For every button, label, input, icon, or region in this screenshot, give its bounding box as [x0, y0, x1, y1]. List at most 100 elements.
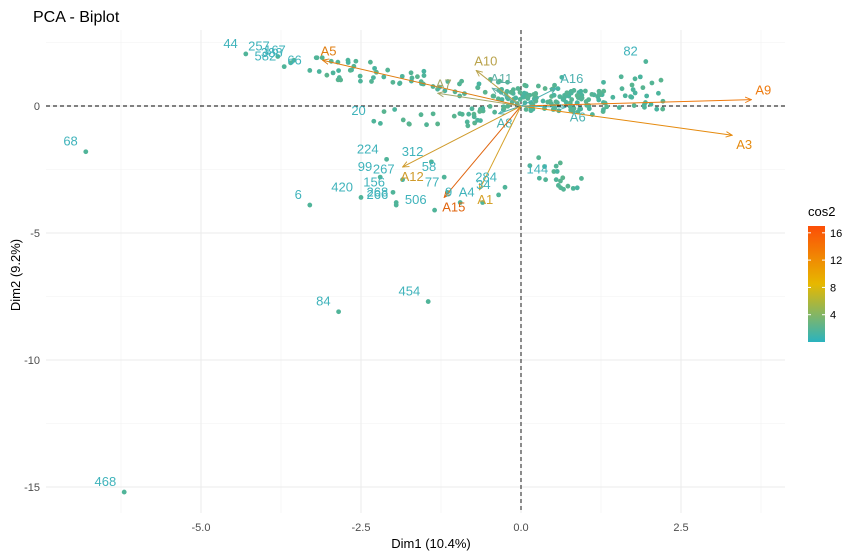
observation-point [430, 111, 436, 117]
observation-point [330, 70, 336, 76]
point-label-224: 224 [357, 141, 379, 156]
observation-point [495, 79, 501, 85]
observation-point [535, 83, 541, 89]
observation-point-267 [400, 177, 405, 183]
observation-point [464, 119, 470, 125]
observation-point [435, 121, 441, 127]
observation-point [658, 77, 664, 83]
observation-point [536, 155, 542, 161]
observation-point [601, 79, 606, 85]
observation-point [557, 94, 563, 100]
observation-point [397, 80, 403, 86]
observation-point-144 [553, 177, 559, 183]
point-label-58: 58 [422, 159, 436, 174]
observation-point-266 [393, 202, 399, 208]
observation-point [533, 91, 539, 97]
vector-A9 [520, 100, 751, 107]
point-label-44: 44 [223, 36, 237, 51]
observation-point [610, 94, 616, 100]
observation-point-468 [121, 489, 127, 495]
vector-label-A10: A10 [474, 53, 497, 68]
observation-point [577, 106, 583, 112]
legend-tick-label: 12 [830, 255, 842, 267]
observation-point [629, 82, 635, 88]
observation-point-34 [496, 192, 501, 198]
observation-point [421, 68, 427, 74]
observation-point [357, 73, 363, 79]
observation-point [475, 85, 481, 91]
observation-point-82 [643, 59, 649, 64]
observation-point [482, 89, 488, 95]
point-label-68: 68 [63, 134, 77, 149]
observation-point-506 [432, 207, 437, 213]
vector-A7 [438, 93, 522, 107]
point-label-84: 84 [316, 294, 330, 309]
observation-point-582 [281, 64, 287, 70]
observation-point [381, 109, 387, 115]
observation-point [570, 185, 576, 191]
observation-point [574, 93, 580, 98]
observation-point [589, 91, 595, 97]
observation-point [465, 123, 471, 129]
point-label-99: 99 [358, 159, 372, 174]
observation-point-99 [377, 174, 383, 180]
observation-point [554, 169, 560, 174]
observation-point [637, 74, 643, 80]
x-tick-label: -2.5 [352, 522, 371, 534]
observation-point [522, 100, 528, 106]
observation-point [561, 97, 567, 102]
observation-point [542, 86, 548, 91]
legend-tick-label: 8 [830, 282, 836, 294]
observation-point [596, 97, 602, 103]
observation-point [542, 164, 547, 169]
vector-label-A1: A1 [477, 192, 493, 207]
observation-point [586, 106, 592, 112]
observation-point [552, 82, 557, 88]
observation-point [314, 55, 320, 61]
observation-point [648, 101, 654, 107]
observation-point [586, 97, 592, 103]
y-axis-ticks: -15 -10 -5 0 [24, 101, 40, 494]
point-label-267: 267 [373, 162, 395, 177]
point-label-468: 468 [94, 474, 116, 489]
observation-point [540, 98, 546, 104]
point-label-144: 144 [526, 162, 548, 177]
point-label-454: 454 [398, 284, 420, 299]
observation-point [487, 104, 493, 109]
observation-point [551, 169, 557, 174]
observation-point [390, 79, 396, 85]
observation-point [424, 122, 429, 128]
observation-point [492, 109, 498, 115]
vector-label-A5: A5 [321, 43, 337, 58]
observation-point [457, 81, 462, 87]
observation-point [459, 111, 465, 117]
grid [46, 30, 785, 513]
vector-A1 [479, 105, 522, 190]
point-label-156: 156 [363, 174, 385, 189]
observation-point-66 [307, 68, 313, 73]
vector-label-A3: A3 [736, 137, 752, 152]
y-tick-label: -10 [24, 355, 40, 367]
observation-point [629, 94, 635, 100]
observation-point [556, 183, 561, 188]
vector-label-A9: A9 [755, 83, 771, 98]
observation-point-68 [83, 149, 89, 155]
observation-point [451, 113, 457, 119]
x-tick-label: -5.0 [192, 522, 211, 534]
point-label-506: 506 [405, 192, 427, 207]
observation-point [477, 109, 483, 114]
observation-point [523, 107, 529, 112]
observation-point [582, 88, 588, 94]
observation-point-454 [425, 299, 431, 304]
vector-A6 [520, 106, 566, 107]
observation-point [558, 178, 563, 184]
vector-A11 [492, 88, 522, 107]
point-label-167: 167 [264, 42, 286, 57]
observation-point [347, 67, 353, 73]
point-label-268: 268 [366, 185, 388, 200]
observation-point-6 [307, 202, 313, 208]
observation-point [527, 163, 533, 169]
observation-point-224 [384, 156, 389, 162]
legend-tick-label: 16 [830, 228, 842, 240]
